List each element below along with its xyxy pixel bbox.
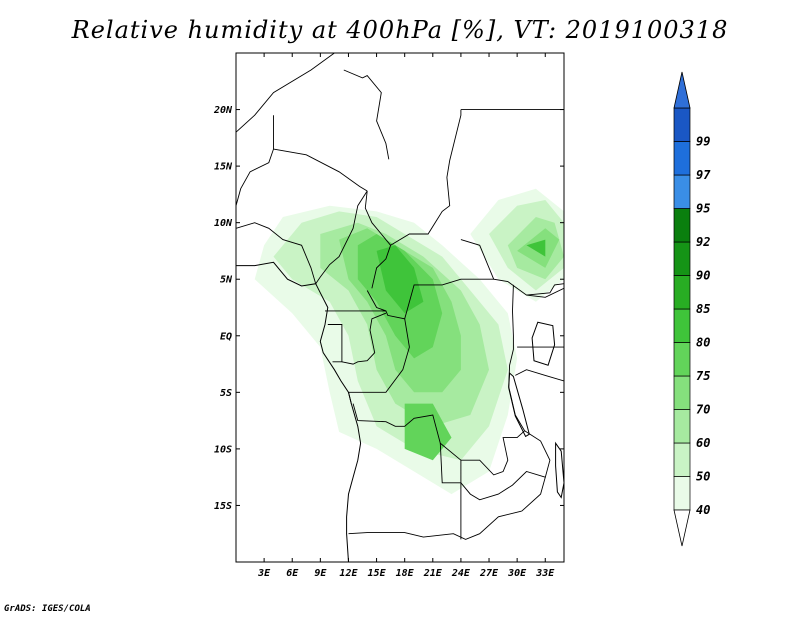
colorbar-label: 75	[696, 369, 710, 383]
border-line	[273, 148, 368, 192]
lat-tick-label: 15N	[214, 162, 233, 173]
lat-tick-label: 5N	[220, 275, 233, 286]
coastline	[236, 261, 362, 562]
colorbar-label: 40	[696, 503, 710, 517]
colorbar-label: 50	[696, 470, 710, 484]
border-line	[515, 369, 564, 382]
lakes	[508, 321, 564, 499]
colorbar-label: 97	[696, 168, 711, 182]
lon-tick-label: 27E	[479, 568, 499, 579]
colorbar-segment	[673, 308, 691, 343]
lat-tick-label: 10S	[214, 444, 232, 455]
border-line	[348, 510, 522, 540]
border-line	[315, 190, 368, 284]
border-line	[526, 283, 564, 296]
colorbar-segment	[673, 476, 691, 511]
border-line	[327, 324, 343, 363]
border-line	[352, 403, 462, 461]
border-line	[236, 115, 274, 206]
lake-outline	[531, 321, 556, 366]
country-borders	[236, 53, 564, 540]
map-title: Relative humidity at 400hPa [%], VT: 201…	[71, 16, 729, 44]
lon-tick-label: 15E	[368, 568, 387, 579]
humidity-region-85	[376, 245, 424, 314]
credit-label: GrADS: IGES/COLA	[4, 604, 91, 614]
lon-tick-label: 12E	[339, 568, 358, 579]
colorbar-segment	[673, 107, 691, 142]
colorbar: 40 50 60 70 75 80 85 90 92 95 97 99	[673, 71, 711, 547]
border-line	[390, 109, 462, 246]
lat-tick-label: 20N	[213, 105, 233, 116]
colorbar-segment	[673, 241, 691, 276]
lon-tick-label: 33E	[535, 568, 555, 579]
colorbar-segment	[673, 208, 691, 243]
lat-tick-label: EQ	[220, 331, 232, 342]
border-line	[236, 222, 317, 284]
border-line	[524, 430, 551, 478]
colorbar-label: 95	[696, 202, 710, 216]
lon-tick-label: 30E	[507, 568, 527, 579]
latitude-axis: 20N 15N 10N 5N EQ 5S 10S 15S	[213, 105, 564, 512]
colorbar-segment	[673, 275, 691, 310]
lat-tick-label: 15S	[214, 501, 232, 512]
colorbar-segment	[673, 409, 691, 444]
border-line	[460, 470, 546, 512]
border-line	[439, 443, 462, 540]
colorbar-segment	[673, 375, 691, 410]
lon-tick-label: 18E	[396, 568, 415, 579]
colorbar-label: 60	[696, 436, 710, 450]
plot-frame	[235, 52, 565, 563]
lake-outline	[555, 441, 564, 499]
border-line	[343, 69, 390, 160]
lat-tick-label: 10N	[214, 218, 233, 229]
colorbar-segment	[673, 342, 691, 377]
humidity-region-85	[526, 239, 546, 257]
border-line	[460, 239, 564, 298]
colorbar-bottom-arrow	[673, 509, 691, 547]
lon-tick-label: 9E	[314, 568, 327, 579]
humidity-region-40	[236, 81, 443, 200]
border-line	[341, 312, 387, 365]
border-line	[364, 190, 391, 246]
lon-tick-label: 6E	[286, 568, 299, 579]
colorbar-label: 99	[696, 135, 710, 149]
lat-tick-label: 5S	[220, 388, 232, 399]
colorbar-label: 70	[696, 403, 710, 417]
colorbar-label: 85	[696, 302, 710, 316]
coast-line	[236, 261, 362, 562]
colorbar-top-arrow	[673, 71, 691, 109]
border-line	[371, 245, 392, 289]
border-line	[460, 284, 526, 483]
longitude-axis: 3E 6E 9E 12E 15E 18E 21E 24E 27E 30E 33E	[257, 53, 555, 579]
humidity-field	[236, 81, 564, 517]
colorbar-label: 90	[696, 269, 710, 283]
lon-tick-label: 21E	[423, 568, 443, 579]
border-line	[236, 53, 335, 133]
lon-tick-label: 3E	[257, 568, 271, 579]
colorbar-segment	[673, 141, 691, 176]
colorbar-label: 80	[696, 336, 710, 350]
colorbar-label: 92	[696, 235, 710, 249]
colorbar-segment	[673, 442, 691, 477]
colorbar-segment	[673, 174, 691, 209]
lon-tick-label: 24E	[451, 568, 471, 579]
border-line	[366, 278, 494, 320]
